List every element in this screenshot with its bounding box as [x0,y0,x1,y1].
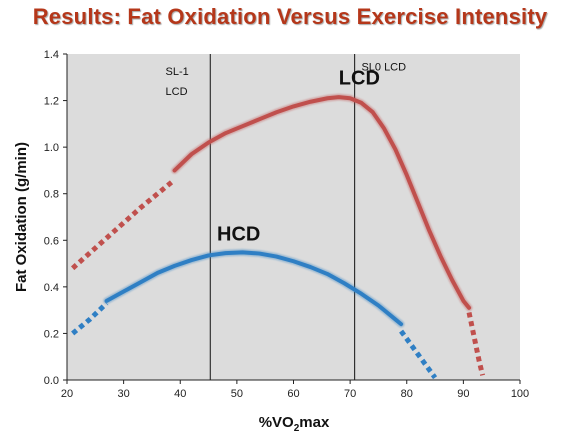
series-label: LCD [339,67,380,89]
x-tick-label: 50 [231,388,243,400]
reference-line-label: LCD [166,86,188,98]
series-line-extrapolated-end [399,329,438,380]
y-tick-label: 0.4 [44,282,59,294]
series-line [172,95,472,310]
series-label: HCD [217,223,260,245]
series-line-extrapolated-start [71,301,109,336]
y-tick-label: 0.2 [44,328,59,340]
x-tick-label: 30 [118,388,130,400]
x-tick-label: 80 [401,388,413,400]
y-tick-label: 1.2 [44,96,59,108]
y-tick-label: 0.8 [44,189,59,201]
y-tick-label: 1.0 [44,142,59,154]
x-tick-label: 60 [287,388,299,400]
series-hcd: HCD [71,223,438,380]
x-tick-label: 70 [344,388,356,400]
x-tick-label: 20 [61,388,73,400]
y-tick-label: 0.6 [44,235,59,247]
x-tick-label: 100 [511,388,529,400]
series-line-extrapolated-end [466,311,486,376]
reference-line-label: SL-1 [166,66,189,78]
x-tick-label: 90 [457,388,469,400]
y-axis-title: Fat Oxidation (g/min) [13,142,30,292]
x-axis-title: %VO2max [259,414,330,434]
slide-title: Results: Fat Oxidation Versus Exercise I… [32,4,548,29]
y-tick-label: 1.4 [44,49,59,61]
series-line-extrapolated-start [70,177,177,271]
y-tick-label: 0.0 [44,375,59,387]
reference-line-label: SL0 LCD [361,61,406,73]
series-lcd: LCD [70,67,486,376]
series-line [104,250,404,327]
x-tick-label: 40 [174,388,186,400]
